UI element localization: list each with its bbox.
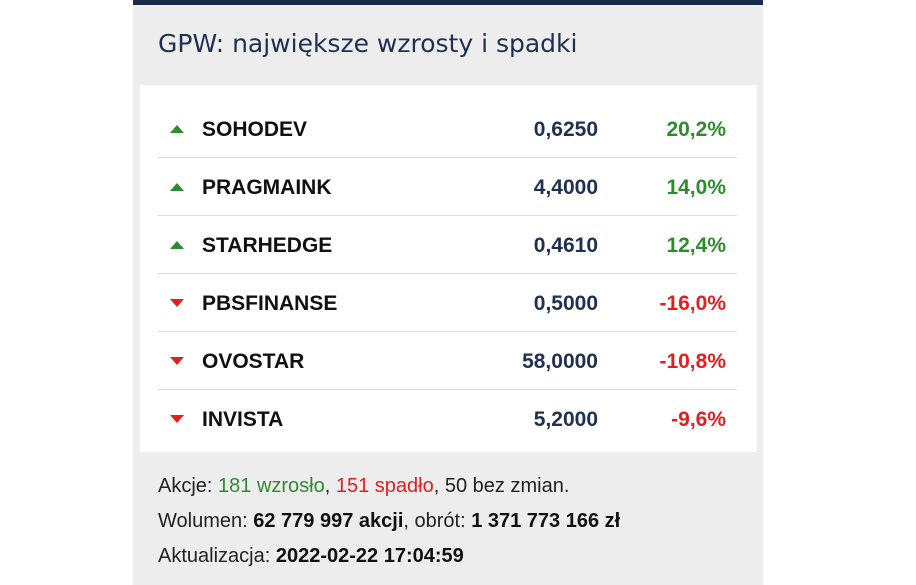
stock-table: SOHODEV 0,6250 20,2% PRAGMAINK 4,4000 14,0% ST… [140, 85, 757, 452]
arrow-shape [170, 415, 184, 423]
arrow-shape [170, 125, 184, 133]
volume: 62 779 997 akcji [253, 510, 404, 532]
widget-title: GPW: największe wzrosty i spadki [158, 29, 578, 58]
stock-price: 0,5000 [533, 292, 598, 315]
arrow-down [170, 299, 184, 307]
stock-name: PBSFINANSE [202, 292, 338, 315]
stock-change: 14,0% [666, 176, 726, 199]
arrow-shape [170, 183, 184, 191]
stock-price: 0,4610 [533, 234, 598, 257]
stock-row: SOHODEV 0,6250 20,2% [158, 100, 737, 158]
arrow-shape [170, 299, 184, 307]
stock-name: OVOSTAR [202, 350, 305, 373]
stock-row: INVISTA 5,2000 -9,6% [158, 390, 737, 448]
arrow-down [170, 415, 184, 423]
stock-row: STARHEDGE 0,4610 12,4% [158, 216, 737, 274]
stock-change: -10,8% [659, 350, 726, 373]
arrow-down [170, 357, 184, 365]
stock-price: 4,4000 [533, 176, 598, 199]
arrow-shape [170, 357, 184, 365]
stock-name: SOHODEV [202, 118, 308, 141]
arrow-up [170, 183, 184, 191]
stock-row: PRAGMAINK 4,4000 14,0% [158, 158, 737, 216]
falls: 151 spadło [335, 475, 434, 497]
stock-price: 0,6250 [533, 118, 598, 141]
text: , obrót: [403, 510, 472, 532]
rises: 181 wzrosło [218, 475, 325, 497]
widget: GPW: największe wzrosty i spadki SOHODEV… [133, 0, 763, 585]
stock-row: OVOSTAR 58,0000 -10,8% [158, 332, 737, 390]
text: Wolumen: [158, 510, 254, 532]
text: Akcje: [158, 475, 219, 497]
stock-change: 20,2% [666, 118, 726, 141]
stock-change: -9,6% [671, 408, 726, 431]
stock-price: 58,0000 [522, 350, 598, 373]
arrow-shape [170, 241, 184, 249]
stock-name: STARHEDGE [202, 234, 333, 257]
text: Aktualizacja: [158, 545, 276, 567]
timestamp: 2022-02-22 17:04:59 [275, 545, 464, 567]
updated-line: Aktualizacja: 2022-02-22 17:04:59 [158, 545, 464, 568]
arrow-up [170, 241, 184, 249]
stock-price: 5,2000 [533, 408, 598, 431]
stock-change: 12,4% [666, 234, 726, 257]
stock-change: -16,0% [659, 292, 726, 315]
text: , [324, 475, 336, 497]
volume-line: Wolumen: 62 779 997 akcji, obrót: 1 371 … [158, 510, 620, 533]
stock-name: INVISTA [202, 408, 284, 431]
text: , 50 bez zmian. [433, 475, 570, 497]
stock-name: PRAGMAINK [202, 176, 332, 199]
turnover: 1 371 773 166 zł [471, 510, 621, 532]
stats-line: Akcje: 181 wzrosło, 151 spadło, 50 bez z… [158, 475, 569, 498]
arrow-up [170, 125, 184, 133]
stock-row: PBSFINANSE 0,5000 -16,0% [158, 274, 737, 332]
